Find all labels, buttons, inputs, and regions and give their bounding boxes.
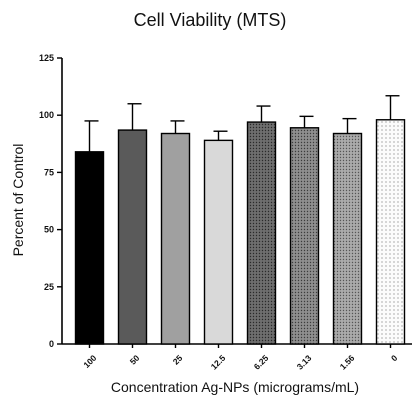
- error-bar-1.56: [342, 117, 357, 134]
- x-tick-label-12.5: 12.5: [209, 353, 228, 372]
- error-bar-6.25: [256, 105, 271, 123]
- error-bar-100: [84, 120, 99, 152]
- x-tick-label-0: 0: [389, 353, 400, 364]
- x-axis-label: Concentration Ag-NPs (micrograms/mL): [110, 379, 360, 395]
- error-bar-12.5: [213, 130, 228, 141]
- y-tick-label: 125: [39, 53, 54, 63]
- error-bar-3.13: [299, 115, 314, 128]
- error-bar-50: [127, 103, 142, 131]
- bar-3.13: [289, 127, 320, 345]
- y-tick-label: 100: [39, 110, 54, 120]
- x-tick-label-25: 25: [171, 353, 185, 367]
- bar-1.56: [332, 132, 363, 345]
- x-tick-label-1.56: 1.56: [338, 353, 357, 372]
- x-tick-label-50: 50: [128, 353, 142, 367]
- x-tick-label-100: 100: [81, 353, 98, 370]
- chart-title: Cell Viability (MTS): [133, 10, 287, 30]
- error-bar-0: [385, 95, 400, 120]
- error-bar-25: [170, 120, 185, 134]
- bar-100: [74, 151, 105, 345]
- bar-12.5: [203, 139, 234, 345]
- y-tick-label: 50: [44, 225, 54, 235]
- y-tick-label: 25: [44, 282, 54, 292]
- bar-50: [117, 129, 148, 345]
- bar-25: [160, 132, 191, 345]
- y-tick-label: 75: [44, 167, 54, 177]
- y-tick-label: 0: [49, 339, 54, 349]
- x-tick-label-6.25: 6.25: [252, 353, 271, 372]
- bar-6.25: [246, 121, 277, 345]
- bar-0: [375, 119, 406, 345]
- x-tick-label-3.13: 3.13: [295, 353, 314, 372]
